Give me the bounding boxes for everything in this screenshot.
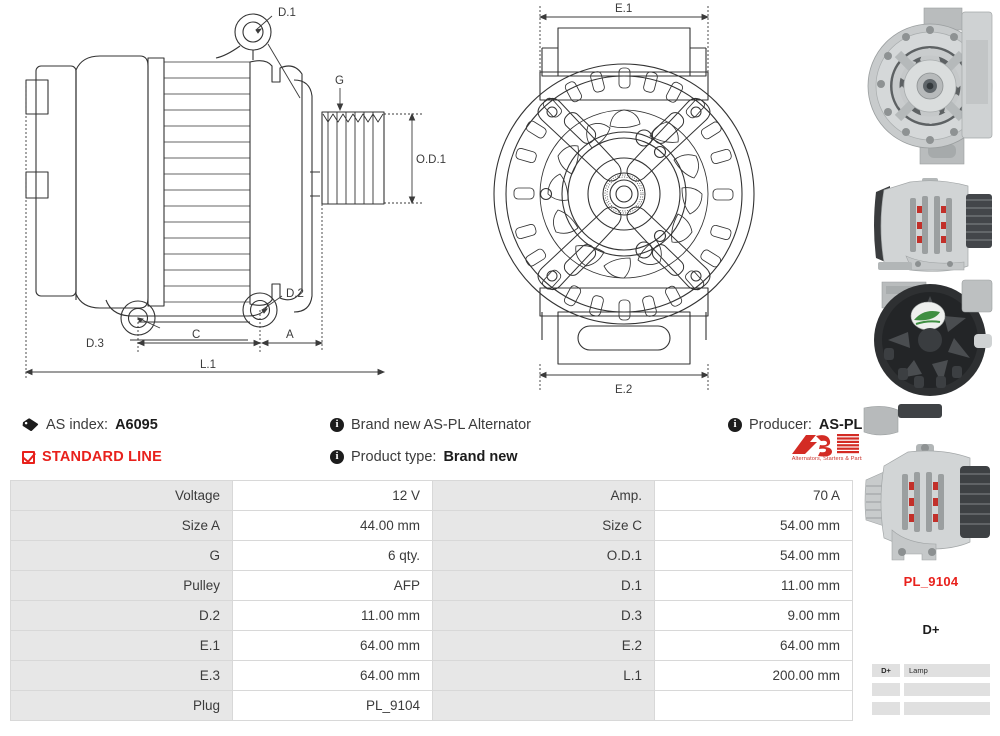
as-index-label: AS index: (46, 417, 109, 433)
spec-label-cell: L.1 (432, 660, 655, 691)
legend-function-cell: Lamp (904, 664, 990, 677)
sidebar-plug-code: PL_9104 (903, 574, 959, 589)
spec-value-cell: 11.00 mm (232, 600, 433, 631)
dim-label-g: G (335, 75, 344, 87)
spec-label-cell: Voltage (10, 480, 233, 511)
spec-label-cell: Pulley (10, 570, 233, 601)
spec-value-cell: 64.00 mm (654, 630, 853, 661)
spec-value-cell: PL_9104 (232, 690, 433, 721)
spec-label-cell: Size A (10, 510, 233, 541)
brand-new-info: Brand new AS-PL Alternator (330, 417, 531, 433)
tag-icon (22, 418, 39, 432)
producer-label: Producer: (749, 417, 812, 433)
spec-label-cell: Size C (432, 510, 655, 541)
table-row: E.3 64.00 mm L.1 200.00 mm (10, 660, 853, 691)
table-row: Plug PL_9104 (10, 690, 853, 721)
sidebar-terminal-label: D+ (922, 622, 940, 637)
dim-label-l1: L.1 (200, 359, 216, 371)
spec-label-cell: G (10, 540, 233, 571)
main-content: D.1 G O.D.1 D.2 D.3 C A L.1 (0, 0, 862, 736)
info-circle-icon (728, 417, 742, 432)
legend-terminal-cell (872, 702, 900, 715)
product-info-bar: AS index: A6095 STANDARD LINE Brand new … (0, 404, 862, 474)
thumbnail-pulley-side-view[interactable] (862, 404, 1000, 564)
spec-value-cell: 12 V (232, 480, 433, 511)
spec-value-cell: 64.00 mm (232, 630, 433, 661)
spec-value-cell: 44.00 mm (232, 510, 433, 541)
spec-value-cell (654, 690, 853, 721)
technical-drawings: D.1 G O.D.1 D.2 D.3 C A L.1 (0, 0, 862, 400)
legend-terminal-cell (872, 683, 900, 696)
thumbnail-front-view[interactable] (862, 6, 1000, 168)
spec-label-cell: E.1 (10, 630, 233, 661)
table-row: Pulley AFP D.1 11.00 mm (10, 570, 853, 601)
spec-label-cell: D.2 (10, 600, 233, 631)
producer-value: AS-PL (818, 417, 863, 433)
spec-value-cell: 200.00 mm (654, 660, 853, 691)
legend-row: D+ Lamp (872, 664, 990, 677)
info-circle-icon (330, 417, 344, 432)
spec-label-cell: O.D.1 (432, 540, 655, 571)
dim-label-e1: E.1 (615, 3, 632, 15)
product-type-info: Product type: Brand new (330, 449, 518, 465)
spec-value-cell: 70 A (654, 480, 853, 511)
standard-line-label: STANDARD LINE (42, 449, 162, 465)
brand-new-text: Brand new AS-PL Alternator (351, 417, 532, 433)
dim-label-d1: D.1 (278, 7, 296, 19)
spec-label-cell: D.1 (432, 570, 655, 601)
table-row: Size A 44.00 mm Size C 54.00 mm (10, 510, 853, 541)
producer-info: Producer: AS-PL (728, 417, 862, 433)
dim-label-e2: E.2 (615, 384, 632, 396)
alternator-rear-drawing: E.1 E.2 (480, 0, 850, 400)
spec-value-cell: 11.00 mm (654, 570, 853, 601)
spec-label-cell: D.3 (432, 600, 655, 631)
info-circle-icon (330, 449, 344, 464)
table-row: Voltage 12 V Amp. 70 A (10, 480, 853, 511)
dim-label-d3: D.3 (86, 338, 104, 350)
thumbnail-side-view[interactable] (862, 176, 1000, 274)
alternator-side-section-drawing: D.1 G O.D.1 D.2 D.3 C A L.1 (10, 0, 460, 400)
dim-label-d2: D.2 (286, 288, 304, 300)
spec-value-cell: 6 qty. (232, 540, 433, 571)
spec-value-cell: 64.00 mm (232, 660, 433, 691)
spec-value-cell: AFP (232, 570, 433, 601)
logo-tagline: Alternators, Starters & Parts (791, 456, 865, 462)
spec-value-cell: 54.00 mm (654, 510, 853, 541)
legend-function-cell (904, 683, 990, 696)
as-index-value: A6095 (115, 417, 158, 433)
product-image-sidebar: PL_9104 D+ D+ Lamp (862, 0, 1000, 736)
table-row: E.1 64.00 mm E.2 64.00 mm (10, 630, 853, 661)
table-row: D.2 11.00 mm D.3 9.00 mm (10, 600, 853, 631)
spec-label-cell: Plug (10, 690, 233, 721)
spec-label-cell: Amp. (432, 480, 655, 511)
spec-label-cell (432, 690, 655, 721)
checked-checkbox-icon (22, 450, 35, 464)
as-index-info: AS index: A6095 (22, 417, 158, 433)
spec-value-cell: 54.00 mm (654, 540, 853, 571)
as-pl-logo: Alternators, Starters & Parts (790, 432, 864, 466)
product-type-value: Brand new (443, 449, 518, 465)
product-type-label: Product type: (351, 449, 437, 465)
dim-label-c: C (192, 329, 200, 341)
standard-line-badge: STANDARD LINE (22, 449, 162, 465)
legend-terminal-cell: D+ (872, 664, 900, 677)
spec-label-cell: E.2 (432, 630, 655, 661)
legend-row (872, 683, 990, 696)
dim-label-a: A (286, 329, 294, 341)
dim-label-od1: O.D.1 (416, 154, 446, 166)
legend-function-cell (904, 702, 990, 715)
legend-row (872, 702, 990, 715)
spec-value-cell: 9.00 mm (654, 600, 853, 631)
thumbnail-rear-cover-view[interactable] (862, 278, 1000, 398)
spec-label-cell: E.3 (10, 660, 233, 691)
terminal-legend-table: D+ Lamp (872, 664, 990, 721)
